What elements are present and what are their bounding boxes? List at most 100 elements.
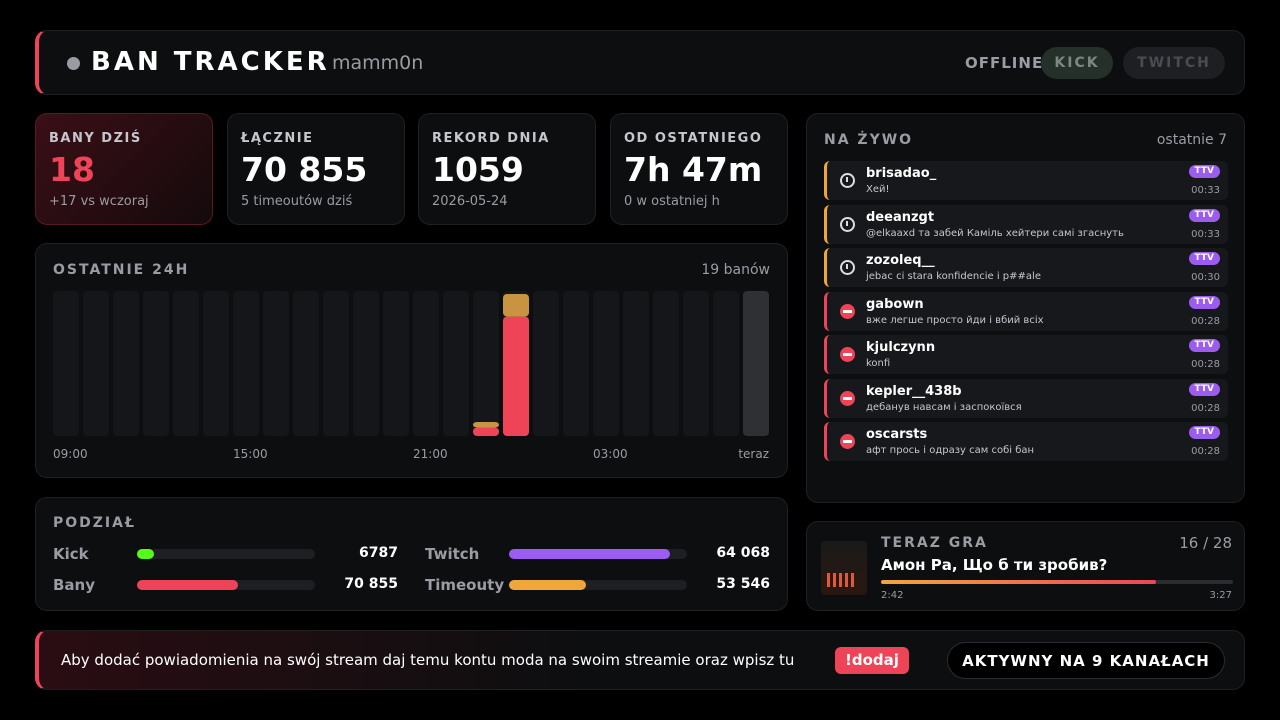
breakdown-track — [137, 549, 315, 559]
stat-note: +17 vs wczoraj — [49, 194, 149, 209]
event-user: gabown — [866, 296, 924, 312]
breakdown-label: Kick — [53, 545, 89, 563]
bar-track — [713, 291, 739, 436]
icon-mark — [846, 264, 848, 269]
event-badge: TTV — [1188, 339, 1220, 352]
event-message: konfi — [866, 358, 891, 369]
bar-track — [83, 291, 109, 436]
kick-button[interactable]: KICK — [1041, 47, 1113, 79]
live-event: brisadao_ Хей! TTV 00:33 — [824, 161, 1228, 200]
breakdown-fill — [137, 580, 239, 590]
elapsed: 2:42 — [881, 590, 904, 601]
live-subtitle: ostatnie 7 — [1156, 132, 1227, 148]
active-status: AKTYWNY NA 9 KANAŁACH — [947, 642, 1225, 679]
stat-card: ŁĄCZNIE 70 855 5 timeoutów dziś — [227, 113, 405, 225]
bar-track — [533, 291, 559, 436]
x-tick-label: 15:00 — [233, 447, 268, 461]
stat-note: 0 w ostatniej h — [624, 194, 720, 209]
stat-label: OD OSTATNIEGO — [624, 131, 763, 146]
event-badge: TTV — [1188, 252, 1220, 265]
ban-icon — [840, 347, 855, 362]
stat-card: OD OSTATNIEGO 7h 47m 0 w ostatniej h — [610, 113, 788, 225]
event-time: 00:30 — [1191, 272, 1220, 283]
live-title: NA ŻYWO — [824, 132, 914, 148]
event-badge: TTV — [1188, 295, 1220, 309]
bar — [473, 427, 499, 436]
breakdown-value: 6787 — [359, 545, 398, 561]
chart-panel: OSTATNIE 24H 19 banów 09:00 15:00 21:00 03:… — [35, 243, 788, 478]
user: mamm0n — [332, 52, 424, 74]
timeout-icon — [840, 260, 855, 275]
status: OFFLINE — [965, 54, 1044, 72]
event-user: brisadao_ — [866, 166, 937, 181]
event-user: oscarsts — [866, 427, 928, 442]
breakdown-label: Twitch — [425, 545, 480, 563]
now-playing: TERAZ GRA 16 / 28 Амон Ра, Що б ти зроби… — [806, 521, 1245, 611]
event-user: kepler__438b — [866, 383, 962, 399]
breakdown-fill — [137, 549, 155, 559]
cover-art — [827, 573, 857, 587]
event-message: @elkaaxd та забей Каміль хейтери самі зг… — [866, 227, 1124, 239]
stat-label: BANY DZIŚ — [49, 131, 142, 146]
chart-summary: 19 banów — [701, 262, 770, 278]
breakdown-value: 53 546 — [716, 576, 770, 592]
title: BAN TRACKER — [91, 47, 330, 77]
x-tick-label: teraz — [738, 447, 769, 461]
bar — [503, 294, 529, 317]
live-event: kjulczynn konfi TTV 00:28 — [824, 335, 1228, 374]
breakdown-label: Timeouty — [425, 576, 505, 594]
bar-track — [233, 291, 259, 436]
bar-track — [653, 291, 679, 436]
chart-title: OSTATNIE 24H — [53, 262, 190, 278]
breakdown-title: PODZIAŁ — [53, 515, 136, 531]
breakdown-fill — [509, 549, 670, 559]
bar-track — [173, 291, 199, 436]
icon-mark — [846, 177, 848, 182]
icon-mark — [843, 309, 852, 313]
np-position: 16 / 28 — [1179, 534, 1232, 552]
timeout-icon — [840, 173, 855, 188]
breakdown-value: 70 855 — [344, 576, 398, 592]
event-time: 00:28 — [1191, 315, 1220, 327]
progress-track — [881, 580, 1233, 584]
stat-note: 5 timeoutów dziś — [241, 194, 353, 209]
live-event: zozoleq__ jebac ci stara konfidencie i p#… — [824, 248, 1228, 287]
stat-card: BANY DZIŚ 18 +17 vs wczoraj — [35, 113, 213, 225]
footer-text: Aby dodać powiadomienia na swój stream d… — [61, 651, 795, 669]
footer: Aby dodać powiadomienia na swój stream d… — [35, 630, 1245, 690]
bar-track — [683, 291, 709, 436]
x-tick-label: 09:00 — [53, 447, 88, 461]
event-time: 00:28 — [1191, 446, 1220, 457]
live-panel: NA ŻYWO ostatnie 7 brisadao_ Хей! TTV 00:33… — [806, 113, 1245, 503]
icon-mark — [843, 440, 852, 443]
stat-label: ŁĄCZNIE — [241, 131, 314, 146]
stat-note: 2026-05-24 — [432, 194, 508, 209]
bar-track — [203, 291, 229, 436]
chart: 09:00 15:00 21:00 03:00 teraz — [53, 291, 769, 461]
bar — [473, 421, 499, 428]
stat-value: 1059 — [432, 150, 524, 189]
bar-track — [353, 291, 379, 436]
x-tick-label: 03:00 — [593, 447, 628, 461]
icon-mark — [846, 220, 848, 226]
status-dot — [67, 57, 80, 70]
bar-track — [443, 291, 469, 436]
event-time: 00:33 — [1191, 228, 1220, 240]
header: BAN TRACKER mamm0n OFFLINE KICK TWITCH — [35, 30, 1245, 95]
icon-mark — [843, 396, 852, 400]
event-badge: TTV — [1188, 382, 1220, 396]
event-badge: TTV — [1188, 208, 1220, 222]
live-event: oscarsts афт прось і одразу сам собі бан T… — [824, 422, 1228, 461]
live-event: deeanzgt @elkaaxd та забей Каміль хейтери… — [824, 204, 1228, 244]
event-message: вже легше просто йди і вбий всіх — [866, 314, 1044, 326]
event-message: Хей! — [866, 184, 890, 195]
duration: 3:27 — [1209, 590, 1232, 601]
event-message: дебанув навсам і заспокоївся — [866, 401, 1022, 413]
breakdown-fill — [509, 580, 586, 590]
event-badge: TTV — [1188, 165, 1220, 178]
song: Амон Ра, Що б ти зробив? — [881, 556, 1108, 574]
stat-value: 7h 47m — [624, 150, 763, 189]
twitch-button[interactable]: TWITCH — [1123, 47, 1225, 79]
event-user: zozoleq__ — [866, 253, 935, 268]
